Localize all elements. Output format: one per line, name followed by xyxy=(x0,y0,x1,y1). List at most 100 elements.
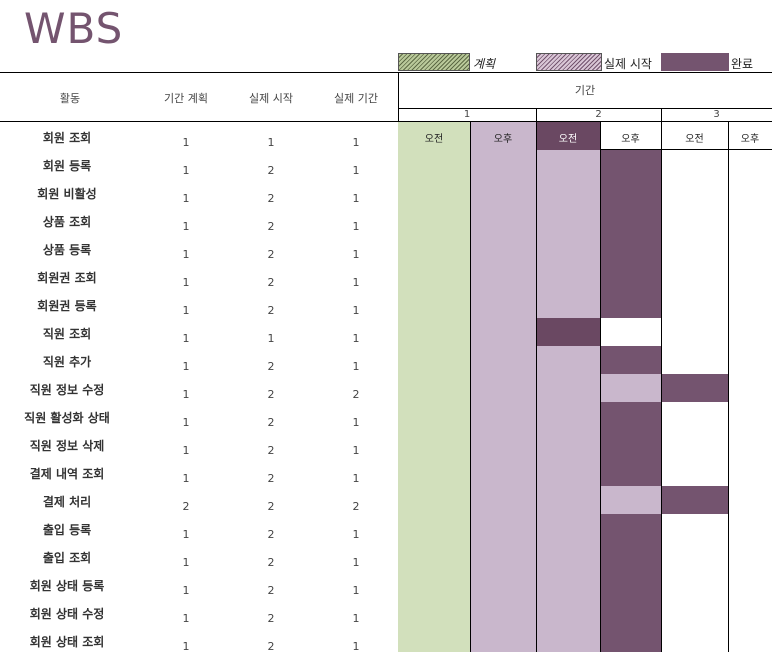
activity-name: 직원 조회 xyxy=(42,327,92,341)
cell-actual-duration: 1 xyxy=(352,136,360,149)
done-bar-b xyxy=(600,346,661,374)
activity-name: 회원권 등록 xyxy=(37,299,97,313)
page-title: WBS xyxy=(24,4,124,53)
cell-actual-duration: 1 xyxy=(352,528,360,541)
cell-actual-start: 2 xyxy=(267,248,275,261)
cell-plan-duration: 1 xyxy=(182,276,190,289)
cell-actual-start: 1 xyxy=(267,332,275,345)
slot-label: 오전 xyxy=(685,134,704,145)
cell-plan-duration: 1 xyxy=(182,556,190,569)
cell-actual-start: 2 xyxy=(267,472,275,485)
header-period: 기간 xyxy=(574,84,596,97)
cell-plan-duration: 1 xyxy=(182,220,190,233)
gantt-gridline xyxy=(536,122,537,652)
cell-actual-duration: 1 xyxy=(352,444,360,457)
cell-actual-duration: 1 xyxy=(352,304,360,317)
cell-actual-start: 2 xyxy=(267,416,275,429)
cell-actual-duration: 2 xyxy=(352,388,360,401)
slot-cell-plan xyxy=(398,122,470,150)
activity-name: 직원 정보 삭제 xyxy=(29,439,105,453)
cell-actual-duration: 1 xyxy=(352,584,360,597)
cell-actual-duration: 1 xyxy=(352,472,360,485)
activity-name: 회원 상태 등록 xyxy=(29,579,105,593)
done-bar-d xyxy=(600,402,661,486)
cell-actual-duration: 1 xyxy=(352,192,360,205)
gantt-gridline xyxy=(661,122,662,652)
start-bar-e xyxy=(536,318,600,346)
period-divider-3 xyxy=(661,108,662,122)
activity-name: 직원 활성화 상태 xyxy=(24,411,110,425)
header-bottom-border xyxy=(0,121,398,122)
header-plan-duration: 기간 계획 xyxy=(164,92,208,105)
done-bar-c xyxy=(600,374,661,402)
activity-name: 회원 등록 xyxy=(42,159,92,173)
activity-name: 회원 상태 조회 xyxy=(29,635,105,649)
period-number-2: 2 xyxy=(595,109,602,120)
header-actual-start: 실제 시작 xyxy=(249,92,293,105)
gantt-gridline xyxy=(728,122,729,652)
done-bar-e xyxy=(600,486,661,514)
activity-name: 상품 등록 xyxy=(42,243,92,257)
period-divider-2 xyxy=(536,108,537,122)
cell-actual-duration: 1 xyxy=(352,332,360,345)
cell-plan-duration: 1 xyxy=(182,360,190,373)
header-actual-duration: 실제 기간 xyxy=(334,92,378,105)
start-bar-c xyxy=(470,346,536,652)
done-bar-f xyxy=(600,514,661,652)
cell-plan-duration: 1 xyxy=(182,332,190,345)
cell-actual-duration: 1 xyxy=(352,360,360,373)
cell-actual-start: 2 xyxy=(267,640,275,653)
cell-actual-start: 2 xyxy=(267,388,275,401)
cell-actual-start: 2 xyxy=(267,528,275,541)
cell-actual-duration: 1 xyxy=(352,416,360,429)
plan-bar xyxy=(398,150,470,652)
cell-plan-duration: 2 xyxy=(182,500,190,513)
start-bar-f xyxy=(536,346,600,652)
cell-plan-duration: 1 xyxy=(182,472,190,485)
slot-cell-start xyxy=(470,122,536,150)
activity-name: 회원 조회 xyxy=(42,131,92,145)
cell-actual-start: 2 xyxy=(267,584,275,597)
legend-start-label: 실제 시작 xyxy=(604,57,652,71)
period-number-1: 1 xyxy=(463,109,471,120)
cell-actual-duration: 1 xyxy=(352,164,360,177)
done-bar-a xyxy=(600,150,661,318)
cell-actual-duration: 1 xyxy=(352,612,360,625)
legend-plan-swatch xyxy=(398,53,470,71)
activity-name: 회원 상태 수정 xyxy=(29,607,105,621)
cell-actual-duration: 1 xyxy=(352,556,360,569)
slot-label: 오전 xyxy=(424,134,444,145)
cell-plan-duration: 1 xyxy=(182,416,190,429)
cell-plan-duration: 1 xyxy=(182,444,190,457)
cell-actual-start: 2 xyxy=(267,500,275,513)
legend-start-swatch xyxy=(536,53,602,71)
activity-name: 출입 등록 xyxy=(42,523,92,537)
done-bar-h xyxy=(661,486,728,514)
slot-top-border xyxy=(398,121,772,122)
activity-name: 직원 정보 수정 xyxy=(29,383,105,397)
legend-done-label: 완료 xyxy=(731,57,754,71)
slot-label: 오전 xyxy=(558,134,578,145)
legend-done-swatch xyxy=(661,53,729,71)
activity-name: 회원 비활성 xyxy=(37,187,97,201)
header-top-border xyxy=(0,72,772,73)
cell-plan-duration: 1 xyxy=(182,164,190,177)
cell-actual-start: 2 xyxy=(267,192,275,205)
done-bar-g xyxy=(661,374,728,402)
cell-actual-start: 2 xyxy=(267,556,275,569)
cell-actual-duration: 1 xyxy=(352,276,360,289)
start-bar-b xyxy=(470,318,536,346)
start-bar-a xyxy=(470,150,536,318)
cell-plan-duration: 1 xyxy=(182,584,190,597)
cell-actual-start: 1 xyxy=(267,136,275,149)
cell-actual-duration: 1 xyxy=(352,248,360,261)
slot-label: 오후 xyxy=(621,134,640,145)
activity-name: 회원권 조회 xyxy=(37,271,97,285)
period-number-border xyxy=(398,108,772,109)
legend: 계획 실제 시작 완료 xyxy=(0,53,772,72)
cell-actual-start: 2 xyxy=(267,360,275,373)
cell-actual-duration: 2 xyxy=(352,500,360,513)
cell-actual-start: 2 xyxy=(267,164,275,177)
cell-actual-start: 2 xyxy=(267,276,275,289)
cell-actual-duration: 1 xyxy=(352,640,360,653)
